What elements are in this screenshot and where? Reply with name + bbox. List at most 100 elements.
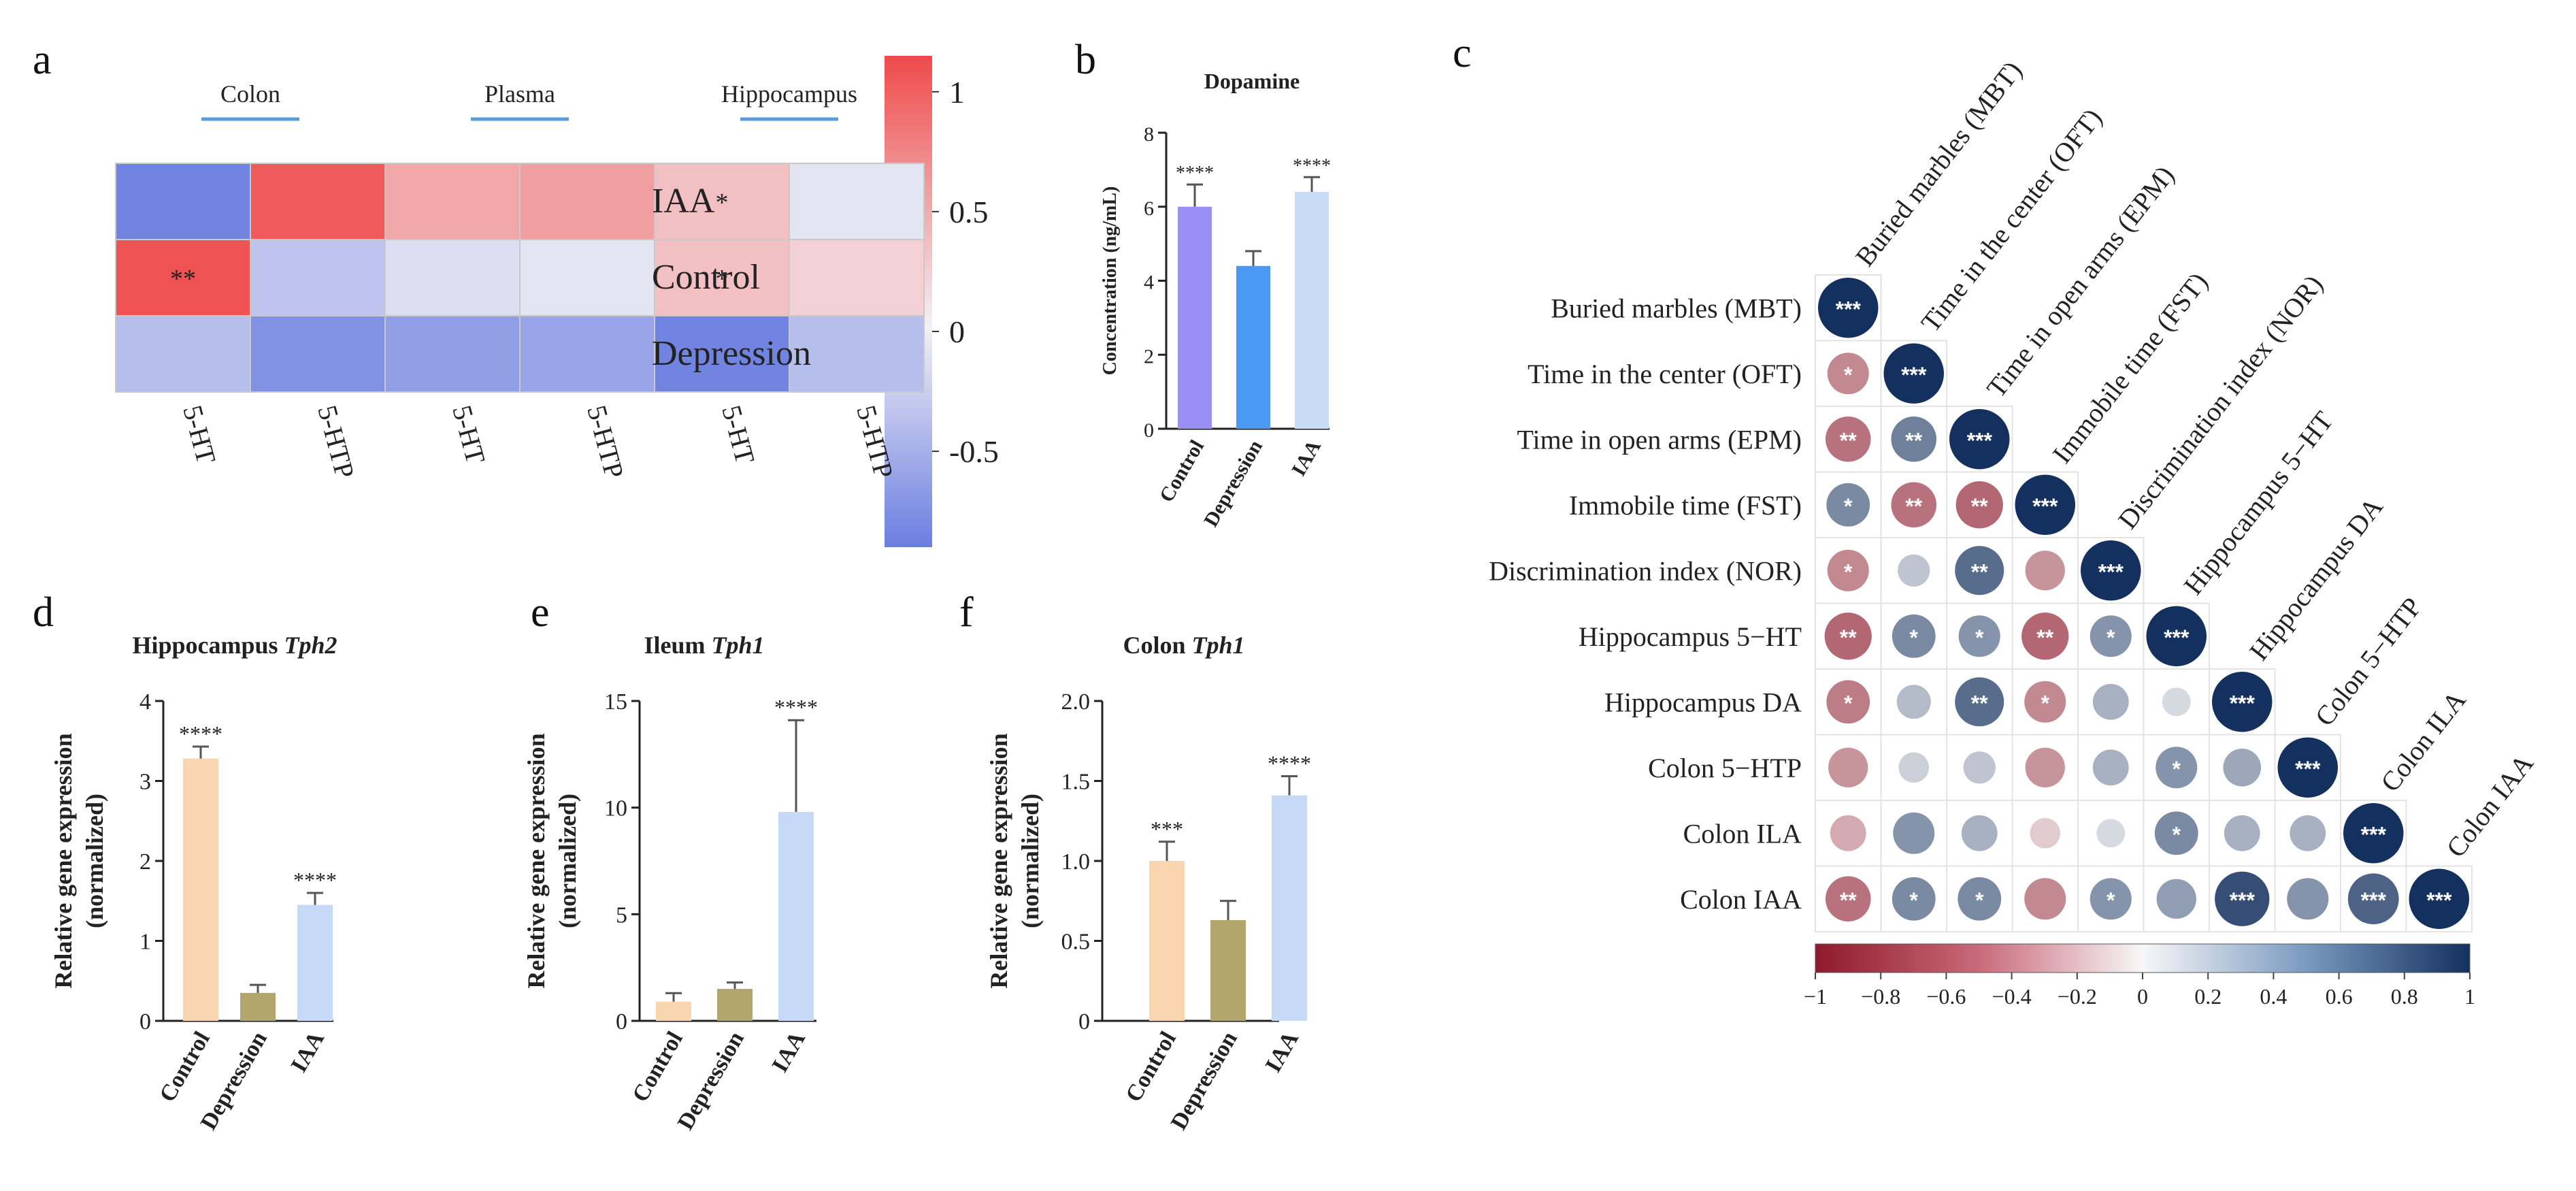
heatmap-cell [519,239,655,316]
row-label: Immobile time (FST) [1569,490,1802,521]
significance-star: **** [179,721,222,746]
diagonal-label: Colon 5−HTP [2309,591,2428,732]
y-tick-label: 0 [1078,1009,1090,1034]
significance-star: ** [2036,625,2053,650]
bar [656,1001,691,1021]
correlation-circle [2146,606,2207,666]
heatmap-cell [384,315,521,393]
correlation-circle [1891,482,1937,528]
x-tick-label: Control [628,1028,688,1107]
heatmap-cell [789,163,925,240]
heatmap-cell [519,315,655,393]
diagonal-label: Discrimination index (NOR) [2112,269,2329,534]
y-axis-label: (normalized) [1017,794,1044,928]
heatmap-cell [115,163,251,240]
significance-star: *** [2164,625,2190,650]
correlation-circle [2212,672,2273,732]
colorbar-tick-label: 0 [949,314,965,349]
column-label: 5-HT [446,402,491,467]
correlation-circle [1826,483,1870,527]
x-tick-label: Control [1121,1028,1181,1107]
significance-star: * [1844,363,1853,387]
y-tick-label: 4 [139,689,151,715]
correlation-circle [2090,615,2132,657]
y-tick-label: 3 [139,770,151,795]
correlation-circle [2409,868,2469,929]
correlation-circle [2154,811,2198,855]
y-tick-label: 5 [616,902,627,928]
correlation-circle [1958,615,2000,657]
panel-f-bar-chart: 00.51.01.52.0***ControlDepression****IAA… [985,632,1311,1135]
significance-star: ** [1840,625,1857,650]
correlation-circle [2015,474,2075,535]
correlation-circle [2092,683,2129,720]
significance-star: **** [293,868,337,892]
bar [1210,919,1246,1021]
correlation-circle [1955,677,2004,727]
correlation-circle [2024,681,2066,723]
significance-star: *** [1901,363,1927,387]
significance-star: **** [1268,751,1311,775]
heatmap-cell [250,239,386,316]
correlation-circle [1824,613,1872,660]
row-label: Colon 5−HTP [1648,753,1802,783]
significance-star: * [2107,625,2115,650]
y-tick-label: 1.5 [1061,770,1091,795]
colorbar-tick-label: −1 [1804,984,1827,1009]
chart-title: Hippocampus Tph2 [132,632,337,659]
colorbar-tick-label: −0.6 [1926,984,1966,1009]
colorbar-c [1815,943,2471,973]
significance-star: *** [2361,888,2387,913]
correlation-circle [1963,751,1996,784]
y-tick-label: 0 [616,1009,627,1034]
chart-title-gene: Tph1 [711,632,764,659]
column-label: 5-HT [716,402,761,467]
colorbar-tick-label: 0.2 [2194,984,2222,1009]
bar [717,989,753,1021]
panel-c-correlation-matrix: **** ***** ** **** ** ** **** ** ***** * * ** * **** *… [1489,55,2539,1009]
significance-star: *** [2426,888,2452,913]
significance-star: ** [1971,559,1988,584]
row-label: IAA [652,182,715,221]
significance-star: ** [1840,428,1857,453]
correlation-circle [2156,879,2196,919]
correlation-circle [1955,546,2004,596]
correlation-circle [2096,819,2126,848]
y-tick-label: 2.0 [1061,689,1091,715]
significance-star: ** [1905,494,1922,519]
correlation-circle [1892,877,1936,921]
panel-label-d: d [33,589,54,636]
bar [778,811,814,1021]
y-axis-label: Relative gene expression [523,733,550,988]
bar [1236,265,1270,429]
significance-star: **** [1293,155,1331,176]
chart-title-gene: Tph2 [284,632,337,659]
bar [183,758,218,1021]
significance-star: * [2173,757,2181,781]
y-tick-label: 1.0 [1061,849,1091,875]
colorbar-tick-label: 0.8 [2391,984,2418,1009]
group-label: Colon [220,80,280,108]
heatmap-cell [384,163,521,240]
correlation-circle [1825,416,1871,462]
y-tick-label: 8 [1144,123,1154,146]
y-tick-label: 0 [139,1009,151,1034]
correlation-circle [2224,815,2260,851]
significance-star: * [716,265,729,293]
panel-label-b: b [1075,37,1096,83]
row-label: Colon ILA [1683,818,1802,849]
x-tick-label: Control [155,1028,215,1107]
colorbar-tick-label: 1 [2464,984,2475,1009]
significance-star: ** [1971,691,1988,715]
y-tick-label: 4 [1144,272,1154,294]
significance-star: *** [1967,428,1993,453]
correlation-circle [1961,815,1998,851]
colorbar-tick-label: −0.2 [2058,984,2097,1009]
x-tick-label: IAA [1287,436,1325,480]
correlation-circle [1827,549,1869,591]
correlation-circle [2156,747,2198,789]
chart-title-gene: Tph1 [1192,632,1245,659]
colorbar-tick-label: −0.8 [1861,984,1900,1009]
matrix-cell [2405,865,2473,932]
chart-title: Colon Tph1 [1123,632,1244,659]
